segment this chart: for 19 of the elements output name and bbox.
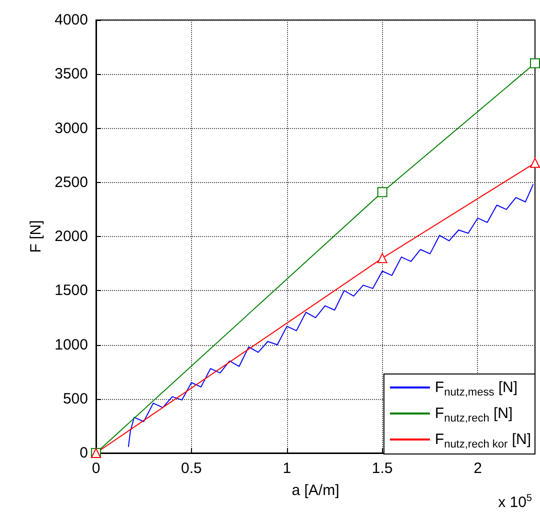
y-tick-label: 500: [62, 390, 88, 408]
y-tick-label: 2500: [54, 174, 88, 191]
y-tick-label: 3500: [54, 66, 88, 83]
y-tick-label: 2000: [54, 228, 88, 245]
line-series: [128, 184, 534, 448]
point: [377, 187, 388, 198]
x-axis-title: a [A/m]: [292, 482, 340, 499]
y-tick-label: 1500: [54, 282, 88, 300]
x-tick-label: 2: [474, 460, 482, 477]
y-axis-title: F [N]: [28, 220, 45, 253]
x-tick-label: 1.5: [372, 460, 393, 477]
x-tick-label: 0: [92, 460, 100, 477]
x-tick-label: 0.5: [181, 460, 202, 477]
point: [530, 58, 540, 68]
y-tick-label: 1000: [54, 336, 88, 354]
y-tick-label: 0: [80, 444, 88, 462]
x-tick-label: 1: [282, 460, 292, 477]
y-tick-label: 3000: [54, 120, 88, 137]
y-tick-label: 4000: [54, 12, 88, 28]
